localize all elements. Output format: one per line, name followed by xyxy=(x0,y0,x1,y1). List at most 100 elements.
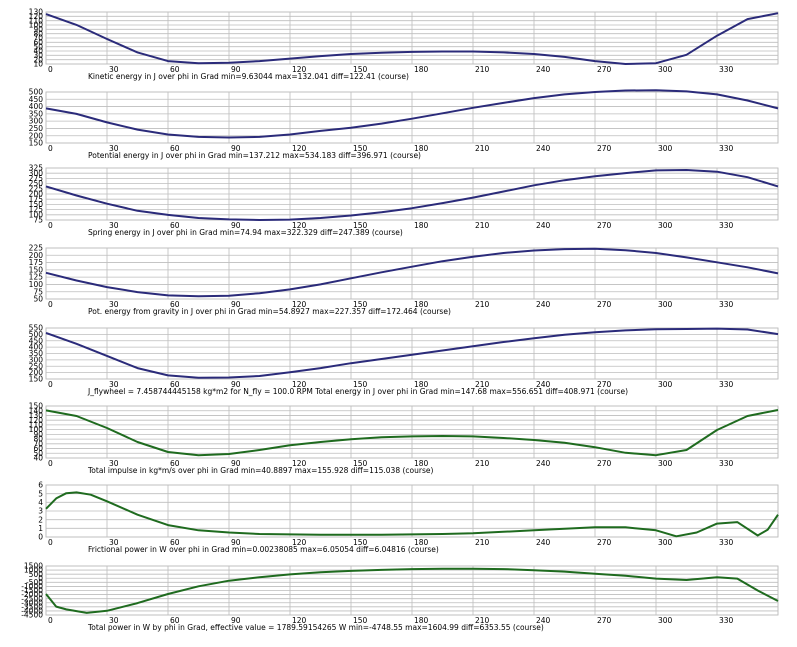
x-tick-label: 90 xyxy=(231,380,241,389)
y-tick-label: -1500 xyxy=(21,586,43,595)
x-tick-label: 90 xyxy=(231,538,241,547)
x-tick-label: 180 xyxy=(414,380,429,389)
y-tick-label: 6 xyxy=(38,481,43,490)
y-tick-label: 300 xyxy=(29,169,44,178)
x-tick-label: 0 xyxy=(48,300,53,309)
y-tick-label: 20 xyxy=(33,55,43,64)
y-tick-label: 5 xyxy=(38,489,43,498)
x-tick-label: 0 xyxy=(48,221,53,230)
x-tick-label: 270 xyxy=(597,538,612,547)
x-tick-label: 60 xyxy=(170,144,180,153)
y-tick-label: 90 xyxy=(33,430,43,439)
y-tick-label: -2500 xyxy=(21,594,43,603)
x-tick-label: 120 xyxy=(292,616,307,625)
x-tick-label: 90 xyxy=(231,144,241,153)
y-tick-label: 60 xyxy=(33,444,43,453)
y-tick-label: -3500 xyxy=(21,602,43,611)
x-tick-label: 330 xyxy=(719,221,734,230)
y-tick-label: 110 xyxy=(29,16,44,25)
x-tick-label: 300 xyxy=(658,65,673,74)
y-tick-label: 70 xyxy=(33,34,43,43)
y-tick-label: 325 xyxy=(29,164,44,173)
x-tick-label: 150 xyxy=(353,616,368,625)
x-tick-label: 240 xyxy=(536,616,551,625)
y-tick-label: 3 xyxy=(38,507,43,516)
y-tick-label: 60 xyxy=(33,38,43,47)
panel-caption: Total impulse in kg*m/s over phi in Grad… xyxy=(87,466,433,475)
y-tick-label: 4 xyxy=(38,498,43,507)
x-tick-label: 150 xyxy=(353,144,368,153)
y-tick-label: 110 xyxy=(29,421,44,430)
y-tick-label: 40 xyxy=(33,454,43,463)
y-tick-label: 125 xyxy=(29,273,44,282)
x-tick-label: 120 xyxy=(292,459,307,468)
x-tick-label: 210 xyxy=(475,616,490,625)
x-tick-label: 240 xyxy=(536,221,551,230)
x-tick-label: 90 xyxy=(231,65,241,74)
y-tick-label: -500 xyxy=(26,578,43,587)
y-tick-label: 140 xyxy=(29,406,44,415)
y-tick-label: -3000 xyxy=(21,598,43,607)
x-tick-label: 120 xyxy=(292,380,307,389)
x-tick-label: 270 xyxy=(597,65,612,74)
x-tick-label: 90 xyxy=(231,300,241,309)
y-tick-label: 120 xyxy=(29,12,44,21)
series-line-0 xyxy=(45,12,779,65)
y-tick-label: 250 xyxy=(29,362,44,371)
x-tick-label: 300 xyxy=(658,221,673,230)
x-tick-label: 0 xyxy=(48,144,53,153)
x-tick-label: 150 xyxy=(353,221,368,230)
x-tick-label: 60 xyxy=(170,300,180,309)
y-tick-label: 0 xyxy=(38,574,43,583)
x-tick-label: 120 xyxy=(292,300,307,309)
x-tick-label: 270 xyxy=(597,380,612,389)
panel-caption: Pot. energy from gravity in J over phi i… xyxy=(88,307,451,316)
x-tick-label: 180 xyxy=(414,144,429,153)
x-tick-label: 180 xyxy=(414,616,429,625)
x-tick-label: 270 xyxy=(597,221,612,230)
y-tick-label: 225 xyxy=(29,184,44,193)
x-tick-label: 240 xyxy=(536,144,551,153)
y-tick-label: 2 xyxy=(38,515,43,524)
y-tick-label: 350 xyxy=(29,349,44,358)
series-line-5 xyxy=(45,409,779,457)
y-tick-label: 500 xyxy=(29,88,44,97)
x-tick-label: 150 xyxy=(353,459,368,468)
x-tick-label: 270 xyxy=(597,144,612,153)
y-tick-label: 80 xyxy=(33,435,43,444)
y-tick-label: 250 xyxy=(29,124,44,133)
y-tick-label: 400 xyxy=(29,343,44,352)
x-tick-label: 150 xyxy=(353,65,368,74)
panel-caption: Frictional power in W over phi in Grad m… xyxy=(88,545,439,554)
x-tick-label: 300 xyxy=(658,300,673,309)
x-tick-label: 330 xyxy=(719,300,734,309)
y-tick-label: 300 xyxy=(29,355,44,364)
x-tick-label: 330 xyxy=(719,616,734,625)
x-tick-label: 210 xyxy=(475,380,490,389)
x-tick-label: 240 xyxy=(536,300,551,309)
x-tick-label: 120 xyxy=(292,65,307,74)
x-tick-label: 330 xyxy=(719,144,734,153)
y-tick-label: 70 xyxy=(33,439,43,448)
y-tick-label: 50 xyxy=(33,449,43,458)
x-tick-label: 0 xyxy=(48,538,53,547)
y-tick-label: 500 xyxy=(29,330,44,339)
y-tick-label: 450 xyxy=(29,336,44,345)
x-tick-label: 30 xyxy=(109,380,119,389)
x-tick-label: 300 xyxy=(658,380,673,389)
x-tick-label: 60 xyxy=(170,380,180,389)
y-tick-label: 30 xyxy=(33,51,43,60)
x-tick-label: 210 xyxy=(475,144,490,153)
x-tick-label: 240 xyxy=(536,459,551,468)
y-tick-label: 1 xyxy=(38,524,43,533)
x-tick-label: 60 xyxy=(170,459,180,468)
x-tick-label: 180 xyxy=(414,300,429,309)
panel-caption: Kinetic energy in J over phi in Grad min… xyxy=(88,72,409,81)
panel-caption: Potential energy in J over phi in Grad m… xyxy=(88,151,421,160)
x-tick-label: 30 xyxy=(109,616,119,625)
panel-caption: Total power in W by phi in Grad, effecti… xyxy=(87,623,544,632)
y-tick-label: 275 xyxy=(29,174,44,183)
panel-caption: J_flywheel = 7.458744445158 kg*m2 for N_… xyxy=(87,387,628,396)
series-line-6 xyxy=(45,491,779,538)
y-tick-label: 100 xyxy=(29,210,44,219)
